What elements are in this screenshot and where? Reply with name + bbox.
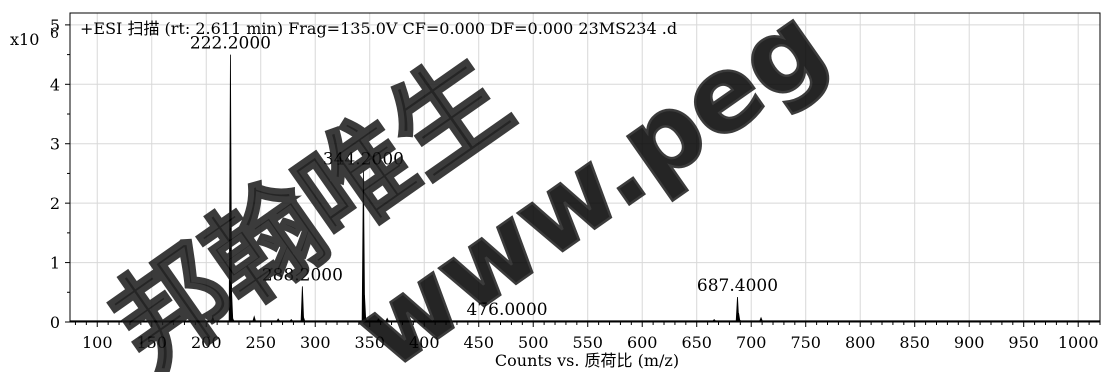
y-tick-label: 0 [50,313,60,332]
spectrum-peak [713,320,716,321]
y-tick-label: 2 [50,194,60,213]
x-axis-label: Counts vs. 质荷比 (m/z) [495,351,679,370]
x-tick-label: 600 [627,333,658,352]
peak-label: 687.4000 [697,276,778,296]
spectrum-peak [738,320,741,321]
x-tick-label: 250 [245,333,276,352]
x-tick-label: 550 [572,333,603,352]
x-tick-label: 100 [82,333,113,352]
x-tick-label: 950 [1008,333,1039,352]
spectrum-peak [290,320,293,321]
x-tick-label: 1000 [1058,333,1099,352]
x-tick-label: 800 [845,333,876,352]
y-tick-label: 1 [50,254,60,273]
y-scale-label: x10 [10,30,39,49]
x-tick-label: 700 [736,333,767,352]
y-tick-label: 3 [50,135,60,154]
watermark: 邦翰唯生 www.peg [91,0,847,372]
x-tick-label: 500 [518,333,549,352]
x-tick-label: 750 [790,333,821,352]
x-tick-label: 850 [899,333,930,352]
x-tick-label: 900 [954,333,985,352]
spectrum-peak [760,318,763,321]
y-scale-exponent: 6 [50,26,59,42]
x-tick-label: 300 [300,333,331,352]
chart-title: +ESI 扫描 (rt: 2.611 min) Frag=135.0V CF=0… [80,19,677,38]
spectrum-peak [277,319,280,321]
x-tick-label: 650 [681,333,712,352]
y-tick-label: 4 [50,75,60,94]
